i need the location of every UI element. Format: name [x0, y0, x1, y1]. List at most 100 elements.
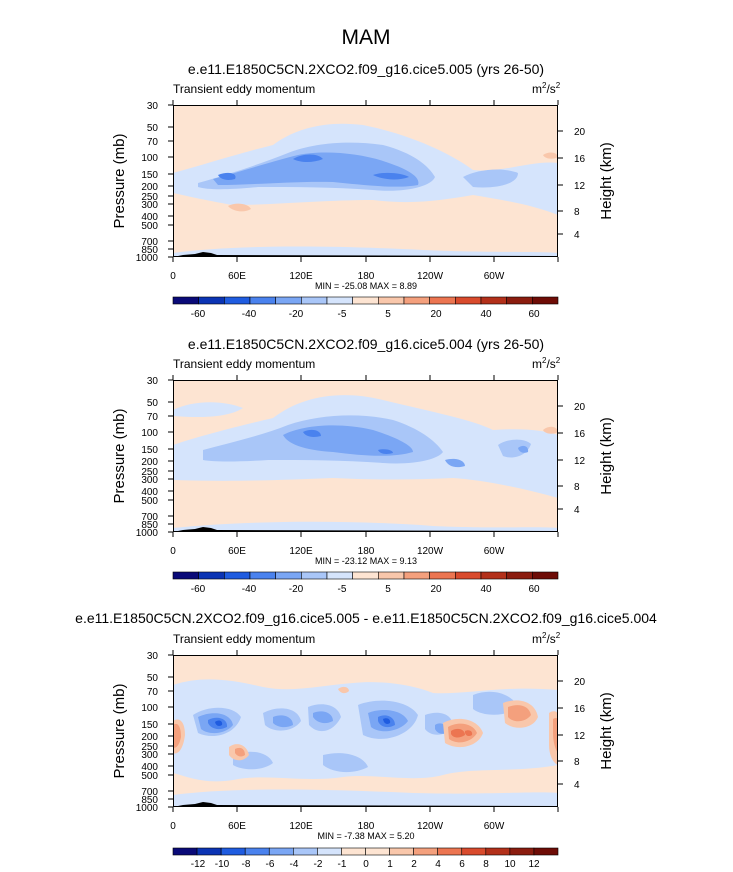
x-tick-label: 60E	[228, 271, 246, 282]
y-tick-label: 100	[141, 428, 158, 439]
colorbar-label: -40	[242, 309, 257, 320]
colorbar-label: -60	[191, 584, 206, 595]
colorbar-label: 60	[528, 309, 540, 320]
colorbar-box	[326, 296, 353, 305]
panel-2-x-ticks: 0 60E 120E 180 120W 60W	[170, 546, 505, 557]
panel-3-subtitle: Transient eddy momentum	[173, 632, 315, 646]
colorbar-label: 60	[528, 584, 540, 595]
colorbar-label: -6	[266, 859, 275, 870]
colorbar-label: 5	[385, 309, 391, 320]
colorbar-label: 5	[385, 584, 391, 595]
y-tick-label: 850	[141, 520, 158, 531]
y-tick-label: 70	[147, 412, 159, 423]
colorbar-box	[172, 847, 198, 856]
y-tick-label: 50	[147, 123, 159, 134]
colorbar-label: -20	[289, 584, 304, 595]
y-tick-label: 200	[141, 182, 158, 193]
colorbar-label: 20	[430, 309, 442, 320]
x-tick-label: 180	[358, 821, 375, 832]
panel-1-tick-marks	[168, 100, 563, 262]
colorbar-label: -40	[242, 584, 257, 595]
colorbar-box	[455, 571, 482, 580]
colorbar-label: 6	[459, 859, 465, 870]
x-tick-label: 120E	[289, 546, 313, 557]
x-tick-label: 60W	[484, 271, 505, 282]
panel-2-subtitle: Transient eddy momentum	[173, 357, 315, 371]
x-tick-label: 120W	[417, 821, 444, 832]
y-tick-label: 100	[141, 153, 158, 164]
y-tick-label: 300	[141, 200, 158, 211]
panel-3-units: m2/s2	[532, 631, 561, 646]
panel-2-neg-light-2	[173, 521, 558, 532]
panel-1-colorbar	[172, 296, 559, 305]
panel-3-pos-core	[451, 728, 473, 738]
panel-3-colorbar	[172, 847, 559, 856]
colorbar-box	[532, 571, 559, 580]
y-tick-label: 700	[141, 512, 158, 523]
panel-2-neg-core	[303, 429, 393, 454]
panel-1-topography	[173, 252, 558, 257]
colorbar-box	[429, 296, 456, 305]
colorbar-label: 40	[480, 309, 492, 320]
x-tick-label: 0	[170, 821, 176, 832]
panel-2-ylabel: Pressure (mb)	[111, 408, 128, 503]
panel-3-pos-strong	[173, 705, 558, 757]
panel-1: e.e11.E1850C5CN.2XCO2.f09_g16.cice5.005 …	[111, 61, 615, 320]
x-tick-label: 0	[170, 546, 176, 557]
y-tick-label: 1000	[136, 803, 159, 814]
panel-1-units: m2/s2	[532, 81, 561, 96]
panel-1-ylabel: Pressure (mb)	[111, 133, 128, 228]
colorbar-box	[172, 571, 199, 580]
panel-1-y-ticks: 30 50 70 100 150 200 250 300 400 500 700…	[136, 101, 159, 264]
y-tick-label: 400	[141, 762, 158, 773]
y-tick-label: 400	[141, 212, 158, 223]
y-tick-label: 700	[141, 237, 158, 248]
panel-1-neg-light-2	[173, 246, 558, 257]
y-tick-label: 1000	[136, 528, 159, 539]
x-tick-label: 60E	[228, 821, 246, 832]
y2-tick-label: 20	[574, 402, 586, 413]
y2-tick-label: 4	[574, 230, 580, 241]
y-tick-label: 300	[141, 475, 158, 486]
y-tick-label: 1000	[136, 253, 159, 264]
colorbar-box	[352, 296, 379, 305]
y-tick-label: 300	[141, 750, 158, 761]
y-tick-label: 200	[141, 732, 158, 743]
colorbar-box	[249, 296, 276, 305]
y-tick-label: 50	[147, 398, 159, 409]
y-tick-label: 850	[141, 245, 158, 256]
colorbar-box	[293, 847, 318, 856]
y-tick-label: 70	[147, 137, 159, 148]
colorbar-box	[506, 571, 533, 580]
x-tick-label: 120E	[289, 821, 313, 832]
y-tick-label: 500	[141, 221, 158, 232]
y-tick-label: 150	[141, 720, 158, 731]
y2-tick-label: 16	[574, 154, 586, 165]
colorbar-label: 10	[504, 859, 516, 870]
colorbar-box	[275, 296, 302, 305]
colorbar-label: 0	[363, 859, 369, 870]
panel-2-stats: MIN = -23.12 MAX = 9.13	[315, 556, 417, 566]
colorbar-box	[317, 847, 342, 856]
panel-3-x-ticks: 0 60E 120E 180 120W 60W	[170, 821, 505, 832]
panel-1-neg-core	[218, 154, 409, 180]
colorbar-box	[532, 296, 559, 305]
panel-3-tick-marks	[168, 650, 563, 812]
colorbar-label: -10	[215, 859, 230, 870]
colorbar-box	[389, 847, 414, 856]
panel-1-title: e.e11.E1850C5CN.2XCO2.f09_g16.cice5.005 …	[188, 61, 544, 77]
panel-1-ylabel-right: Height (km)	[598, 142, 615, 220]
y2-tick-label: 16	[574, 429, 586, 440]
y2-tick-label: 8	[574, 482, 580, 493]
y-tick-label: 30	[147, 376, 159, 387]
y2-tick-label: 4	[574, 505, 580, 516]
x-tick-label: 120E	[289, 271, 313, 282]
panel-3-ylabel-right: Height (km)	[598, 692, 615, 770]
colorbar-label: -8	[242, 859, 251, 870]
panel-3-ylabel: Pressure (mb)	[111, 683, 128, 778]
colorbar-label: 20	[430, 584, 442, 595]
colorbar-box	[461, 847, 487, 856]
colorbar-label: 2	[411, 859, 417, 870]
panel-2-pos-blob	[543, 426, 558, 434]
